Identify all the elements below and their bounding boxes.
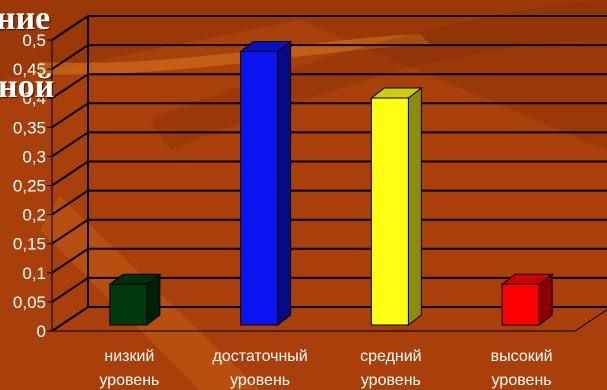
- x-tick-label: уровень: [230, 372, 290, 389]
- gridline-side: [51, 73, 89, 100]
- bar-front: [370, 97, 409, 326]
- y-tick-label: 0,2: [22, 206, 46, 225]
- bar-front: [109, 283, 148, 326]
- x-tick-label: низкий: [104, 348, 154, 365]
- gridline-side: [51, 277, 89, 303]
- gridline-side: [51, 15, 89, 41]
- y-tick-label: 0,15: [13, 235, 46, 254]
- gridline-side: [51, 160, 89, 187]
- bar: [500, 273, 554, 327]
- x-tick-label: уровень: [492, 372, 552, 389]
- floor-right-edge: [574, 309, 607, 332]
- bar-front: [501, 283, 540, 326]
- gridline-side: [51, 189, 89, 216]
- x-tick-label: достаточный: [213, 348, 308, 365]
- gridline-side: [51, 247, 89, 274]
- y-tick-label: 0,45: [13, 60, 46, 79]
- bar-front: [240, 50, 279, 326]
- y-tick-label: 0,5: [22, 31, 46, 50]
- y-tick-label: 0,3: [22, 147, 46, 166]
- y-tick-label: 0,1: [22, 264, 46, 283]
- bar-side: [407, 87, 422, 327]
- background-dark-streak: [0, 0, 607, 150]
- gridline-side: [51, 102, 89, 129]
- y-tick-label: 0,25: [13, 177, 46, 196]
- bar: [239, 40, 293, 327]
- plot-area: 0 0,05 0,1 0,15 0,2 0,25 0,3 0,35 0,4 0,45 0,5 низк…: [13, 15, 607, 389]
- x-tick-label: уровень: [361, 372, 421, 389]
- gridline-side: [51, 306, 89, 332]
- slide-title-fragment-1: ние: [0, 0, 51, 37]
- bar-side: [277, 40, 292, 327]
- gridline-side: [51, 218, 89, 245]
- y-tick-label: 0,35: [13, 118, 46, 137]
- y-tick-label: 0,05: [13, 293, 46, 312]
- slide-title-fragment-2: ной: [0, 68, 55, 105]
- x-tick-label: уровень: [99, 372, 159, 389]
- bar: [108, 273, 162, 327]
- gridline-side: [51, 131, 89, 158]
- bar: [369, 87, 423, 327]
- y-tick-label: 0: [37, 322, 46, 341]
- x-tick-label: высокий: [491, 348, 553, 365]
- x-tick-label: средний: [360, 348, 422, 365]
- y-tick-label: 0,4: [22, 89, 46, 108]
- gridline-side: [51, 44, 89, 70]
